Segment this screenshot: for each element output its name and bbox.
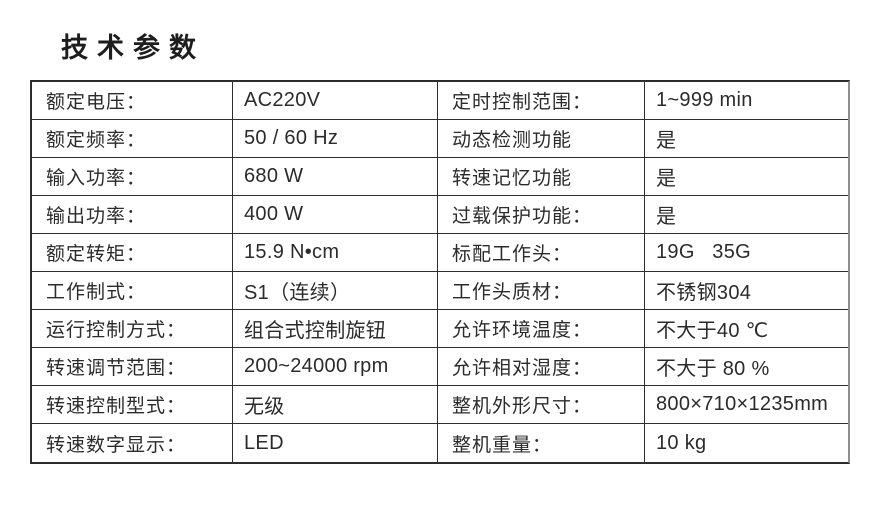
param-value: LED	[232, 424, 437, 462]
param-label: 转速控制型式：	[46, 396, 187, 417]
param-value: 680 W	[232, 158, 437, 195]
table-row: 转速调节范围： 200~24000 rpm 允许相对湿度： 不大于 80 %	[32, 348, 848, 386]
spec-table: 额定电压： AC220V 定时控制范围： 1~999 min 额定频率： 50 …	[30, 80, 850, 464]
param-value: 不大于 80 %	[644, 348, 848, 385]
param-value: 200~24000 rpm	[232, 348, 437, 385]
param-value: 不大于40 ℃	[644, 310, 848, 347]
param-label: 额定转矩：	[46, 244, 147, 265]
page-title: 技术参数	[61, 33, 205, 63]
table-row: 输出功率： 400 W 过载保护功能： 是	[32, 196, 848, 234]
param-value: 不锈钢304	[644, 272, 848, 309]
param-label: 过载保护功能：	[437, 196, 644, 233]
table-row: 额定转矩： 15.9 N•cm 标配工作头： 19G 35G	[32, 234, 848, 272]
param-label: 动态检测功能	[437, 120, 644, 157]
param-label: 标配工作头：	[437, 234, 644, 271]
param-label: 整机重量：	[437, 424, 644, 462]
param-value: 是	[644, 158, 848, 195]
param-label: 转速调节范围：	[46, 358, 187, 379]
param-value: 是	[644, 196, 848, 233]
param-value: 无级	[232, 386, 437, 423]
param-value: 是	[644, 120, 848, 157]
table-row: 转速控制型式： 无级 整机外形尺寸： 800×710×1235mm	[32, 386, 848, 424]
table-row: 转速数字显示： LED 整机重量： 10 kg	[32, 424, 848, 462]
param-label: 转速数字显示：	[46, 434, 187, 456]
param-value: 50 / 60 Hz	[232, 120, 437, 157]
param-value: 15.9 N•cm	[232, 234, 437, 271]
param-value: AC220V	[232, 82, 437, 119]
param-label: 运行控制方式：	[46, 320, 187, 341]
param-value: 1~999 min	[644, 82, 848, 119]
param-label: 工作头质材：	[437, 272, 644, 309]
table-row: 额定电压： AC220V 定时控制范围： 1~999 min	[32, 82, 848, 120]
param-label: 允许相对湿度：	[437, 348, 644, 385]
param-value: 800×710×1235mm	[644, 386, 848, 423]
param-label: 允许环境温度：	[437, 310, 644, 347]
param-label: 整机外形尺寸：	[437, 386, 644, 423]
param-label: 输出功率：	[46, 206, 147, 227]
param-value: 19G 35G	[644, 234, 848, 271]
param-label: 转速记忆功能	[437, 158, 644, 195]
param-value: 组合式控制旋钮	[232, 310, 437, 347]
param-label: 输入功率：	[46, 168, 147, 189]
param-label: 额定电压：	[46, 92, 147, 113]
table-row: 额定频率： 50 / 60 Hz 动态检测功能 是	[32, 120, 848, 158]
param-value: 400 W	[232, 196, 437, 233]
param-value: S1（连续）	[232, 272, 437, 309]
param-value: 10 kg	[644, 424, 848, 462]
table-row: 工作制式： S1（连续） 工作头质材： 不锈钢304	[32, 272, 848, 310]
table-row: 运行控制方式： 组合式控制旋钮 允许环境温度： 不大于40 ℃	[32, 310, 848, 348]
param-label: 工作制式：	[46, 282, 147, 303]
table-row: 输入功率： 680 W 转速记忆功能 是	[32, 158, 848, 196]
param-label: 额定频率：	[46, 130, 147, 151]
param-label: 定时控制范围：	[437, 82, 644, 119]
